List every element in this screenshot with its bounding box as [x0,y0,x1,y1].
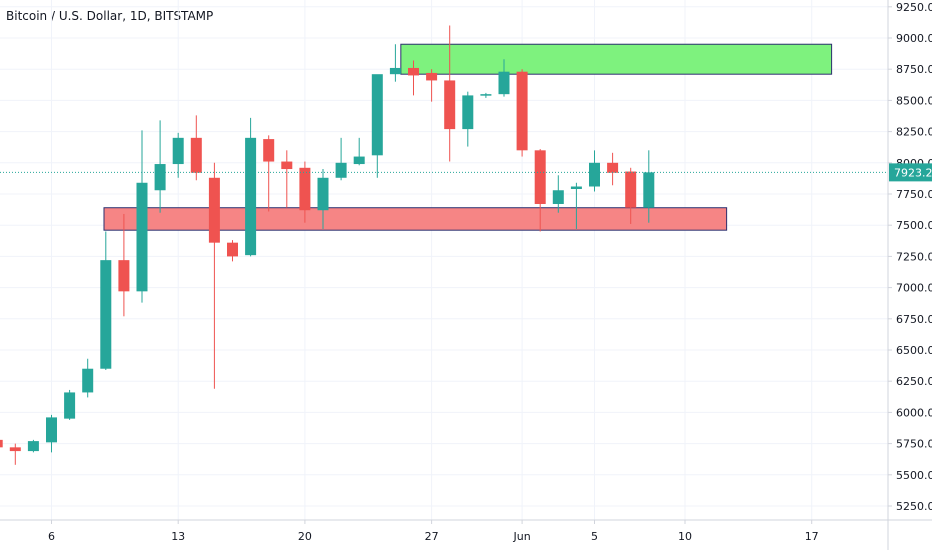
candle-body[interactable] [643,172,655,208]
candles [0,25,655,465]
candle-body[interactable] [389,67,401,75]
candle-body[interactable] [46,417,57,443]
candle-body[interactable] [516,71,528,151]
zones [103,43,833,231]
x-tick-label: 20 [298,530,312,543]
y-tick-label: 9000.00 [896,32,932,45]
candle-body[interactable] [353,156,365,165]
candle-body[interactable] [299,167,311,211]
y-tick-label: 6500.00 [896,344,932,357]
candle-body[interactable] [9,447,21,452]
candle-body[interactable] [27,441,39,452]
y-tick-label: 5500.00 [896,469,932,482]
y-tick-label: 6250.00 [896,375,932,388]
candle-body[interactable] [136,182,148,292]
candle-body[interactable] [172,137,184,165]
candle-body[interactable] [462,95,474,130]
candle-body[interactable] [317,177,329,211]
candle-body[interactable] [227,242,238,257]
x-tick-label: 10 [678,530,692,543]
candle-body[interactable] [245,137,257,256]
y-tick-label: 7000.00 [896,282,932,295]
y-tick-label: 8250.00 [896,126,932,139]
support-zone[interactable] [103,207,728,231]
candle-body[interactable] [607,162,619,173]
candle-body[interactable] [371,74,383,156]
grid [0,0,888,520]
candle-body[interactable] [534,150,546,204]
candle-body[interactable] [64,392,76,419]
resistance-zone[interactable] [400,43,833,75]
candle-body[interactable] [100,260,112,369]
x-tick-label: 17 [805,530,819,543]
candle-body[interactable] [552,190,564,204]
candle-body[interactable] [263,139,275,162]
candle-body[interactable] [589,162,600,187]
candle-body[interactable] [426,72,438,81]
chart-title: Bitcoin / U.S. Dollar, 1D, BITSTAMP [6,9,214,23]
x-tick-label: Jun [513,530,531,543]
x-tick-label: 27 [425,530,439,543]
candle-body[interactable] [208,177,220,243]
candle-body[interactable] [281,161,293,170]
candle-body[interactable] [570,186,582,190]
candle-body[interactable] [82,368,94,393]
last-price-line: 7923.29 [0,163,932,182]
candle-body[interactable] [118,260,130,292]
candle-body[interactable] [444,80,456,130]
y-tick-label: 6000.00 [896,406,932,419]
y-tick-label: 5250.00 [896,500,932,513]
y-tick-label: 7750.00 [896,188,932,201]
y-tick-label: 5750.00 [896,438,932,451]
last-price-label: 7923.29 [894,166,932,179]
candle-body[interactable] [408,67,419,76]
x-tick-label: 5 [591,530,598,543]
y-tick-label: 8750.00 [896,63,932,76]
y-tick-label: 8500.00 [896,94,932,107]
y-tick-label: 7250.00 [896,250,932,263]
last-price-tag [889,163,932,182]
y-tick-label: 6750.00 [896,313,932,326]
candle-body[interactable] [154,164,166,191]
candle-body[interactable] [498,71,510,95]
x-tick-label: 6 [48,530,55,543]
candle-body[interactable] [0,439,3,448]
candle-body[interactable] [480,94,492,96]
y-tick-label: 9250.00 [896,1,932,14]
x-tick-label: 13 [171,530,185,543]
candle-body[interactable] [190,137,202,173]
candle-body[interactable] [625,171,637,208]
candle-body[interactable] [335,162,347,178]
y-tick-label: 7500.00 [896,219,932,232]
